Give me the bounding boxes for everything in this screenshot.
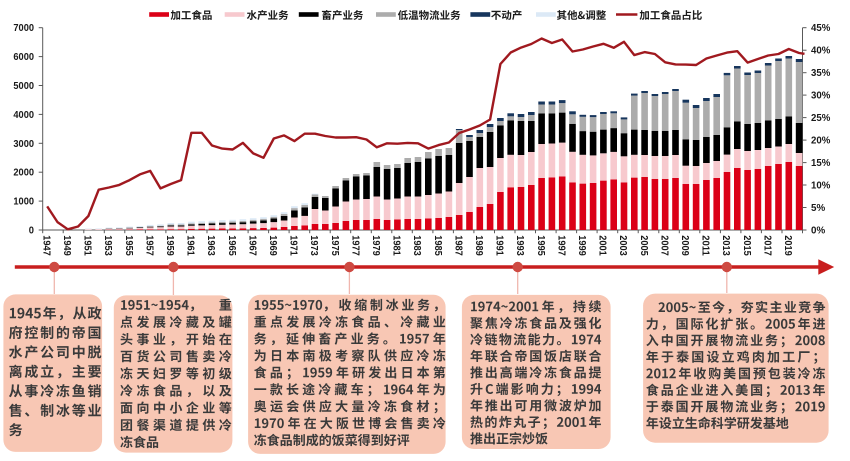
svg-text:20%: 20%: [811, 135, 831, 147]
svg-text:1993: 1993: [514, 235, 526, 256]
svg-text:35%: 35%: [811, 67, 831, 79]
svg-text:1987: 1987: [452, 235, 464, 256]
svg-text:2013: 2013: [720, 235, 732, 256]
svg-text:1997: 1997: [555, 235, 567, 256]
svg-text:1975: 1975: [329, 235, 341, 256]
svg-text:1973: 1973: [308, 235, 320, 256]
svg-text:2005: 2005: [638, 235, 650, 256]
svg-text:1965: 1965: [226, 235, 238, 256]
svg-text:1963: 1963: [205, 235, 217, 256]
svg-text:1955: 1955: [123, 235, 135, 256]
svg-text:1953: 1953: [102, 235, 114, 256]
svg-text:25%: 25%: [811, 112, 831, 124]
svg-text:3000: 3000: [13, 138, 34, 150]
svg-text:45%: 45%: [811, 22, 831, 34]
svg-text:4000: 4000: [13, 109, 34, 121]
svg-text:1961: 1961: [185, 235, 197, 256]
svg-text:1947: 1947: [40, 235, 52, 256]
svg-text:30%: 30%: [811, 90, 831, 102]
svg-text:7000: 7000: [13, 22, 34, 34]
svg-text:1979: 1979: [370, 235, 382, 256]
svg-text:5000: 5000: [13, 80, 34, 92]
svg-text:1957: 1957: [143, 235, 155, 256]
svg-text:1967: 1967: [246, 235, 258, 256]
svg-text:1991: 1991: [494, 235, 506, 256]
svg-text:2007: 2007: [658, 235, 670, 256]
svg-text:6000: 6000: [13, 51, 34, 63]
svg-text:1951: 1951: [82, 235, 94, 256]
svg-text:1000: 1000: [13, 196, 34, 208]
svg-text:5%: 5%: [811, 202, 826, 214]
svg-text:1969: 1969: [267, 235, 279, 256]
svg-text:15%: 15%: [811, 157, 831, 169]
svg-text:1995: 1995: [535, 235, 547, 256]
svg-text:10%: 10%: [811, 180, 831, 192]
svg-text:0: 0: [29, 225, 34, 237]
svg-text:2011: 2011: [700, 235, 712, 256]
svg-text:40%: 40%: [811, 45, 831, 57]
svg-text:1977: 1977: [349, 235, 361, 256]
svg-text:1981: 1981: [391, 235, 403, 256]
svg-text:1999: 1999: [576, 235, 588, 256]
svg-text:2003: 2003: [617, 235, 629, 256]
svg-text:2001: 2001: [597, 235, 609, 256]
svg-text:1983: 1983: [411, 235, 423, 256]
svg-text:1949: 1949: [61, 235, 73, 256]
svg-text:2019: 2019: [782, 235, 794, 256]
svg-text:2009: 2009: [679, 235, 691, 256]
svg-text:2015: 2015: [741, 235, 753, 256]
svg-text:1959: 1959: [164, 235, 176, 256]
svg-text:1971: 1971: [288, 235, 300, 256]
svg-text:1985: 1985: [432, 235, 444, 256]
svg-text:0%: 0%: [811, 225, 826, 237]
svg-text:1989: 1989: [473, 235, 485, 256]
svg-text:2000: 2000: [13, 167, 34, 179]
svg-text:2017: 2017: [761, 235, 773, 256]
